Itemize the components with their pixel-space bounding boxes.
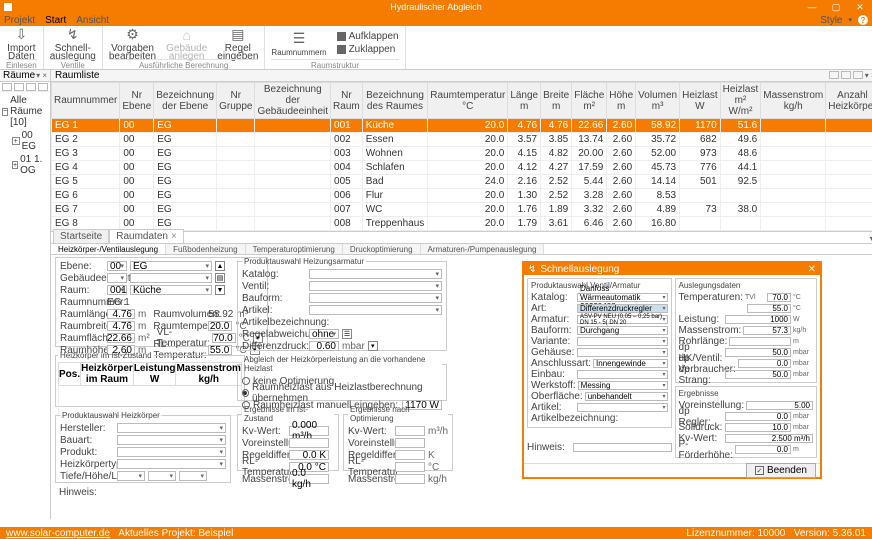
col-header[interactable]: Länge m	[508, 83, 541, 119]
app-title: Hydraulischer Abgleich	[390, 2, 482, 12]
statusbar: www.solar-computer.de Aktuelles Projekt:…	[0, 527, 872, 539]
menu-start[interactable]: Start	[45, 15, 66, 26]
expand-icon	[337, 32, 346, 41]
table-row[interactable]: EG 600EG006Flur20.01.302.523.282.608.53	[52, 189, 872, 203]
col-header[interactable]: Nr Raum	[331, 83, 363, 119]
grid-title: Raumliste	[55, 70, 99, 81]
import-icon: ⇩	[12, 26, 30, 44]
col-header[interactable]: Bezeichnung des Raumes	[362, 83, 428, 119]
raum-select[interactable]: Küche	[130, 285, 212, 295]
tree-floor-eg[interactable]: +00 EG	[2, 129, 48, 153]
zuklappen-button[interactable]: Zuklappen	[337, 44, 399, 55]
vorgaben-button[interactable]: ⚙Vorgabenbearbeiten	[109, 26, 156, 61]
col-header[interactable]: Massenstrom kg/h	[761, 83, 826, 119]
col-header[interactable]: Anzahl Heizkörper	[826, 83, 872, 119]
subtab-armaturen[interactable]: Armaturen-/Pumpenauslegung	[421, 244, 545, 254]
raumnummern-button[interactable]: ☰Raumnummern	[271, 30, 326, 57]
col-header[interactable]: Volumen m³	[636, 83, 680, 119]
tree-root[interactable]: −Alle Räume [10]	[2, 94, 48, 129]
nav-up-button[interactable]: ▲	[215, 261, 225, 271]
schnellauslegung-button[interactable]: ↯Schnell-auslegung	[50, 26, 96, 61]
schnellauslegung-dialog: ↯Schnellauslegung✕ Produktauswahl Ventil…	[522, 261, 822, 479]
gear-icon: ⚙	[123, 26, 141, 44]
subtab-druckopt[interactable]: Druckoptimierung	[343, 244, 421, 254]
table-row[interactable]: EG 400EG004Schlafen20.04.124.2717.592.60…	[52, 161, 872, 175]
menu-projekt[interactable]: Projekt	[4, 15, 35, 26]
ribbon: ⇩ImportDaten Einlesen ↯Schnell-auslegung…	[0, 26, 872, 70]
close-button[interactable]: ✕	[848, 0, 872, 14]
col-header[interactable]: Raumnummer	[52, 83, 120, 119]
subtab-fussboden[interactable]: Fußbodenheizung	[166, 244, 246, 254]
col-header[interactable]: Heizlast W	[680, 83, 721, 119]
m-katalog[interactable]: Danfoss Wärmeautomatik 20230408	[577, 293, 668, 302]
m-art[interactable]: Differenzdruckregler	[577, 304, 668, 313]
help-icon[interactable]: ?	[858, 15, 868, 25]
col-header[interactable]: Nr Ebene	[120, 83, 154, 119]
rule-icon: ▤	[229, 26, 247, 44]
sysmenu-icon[interactable]	[4, 3, 12, 11]
col-header[interactable]: Breite m	[541, 83, 572, 119]
col-header[interactable]: Raumtemperatur °C	[428, 83, 508, 119]
tab-raumdaten[interactable]: Raumdaten×	[109, 229, 184, 243]
col-header[interactable]: Höhe m	[607, 83, 636, 119]
subtab-heizkoerper[interactable]: Heizkörper-/Ventilauslegung	[51, 244, 166, 254]
dialog-close-icon[interactable]: ✕	[808, 264, 816, 275]
col-header[interactable]: Bezeichnung der Ebene	[154, 83, 217, 119]
gebaeude-button[interactable]: ⌂Gebäudeanlegen	[166, 26, 207, 61]
raum-nr[interactable]: 001	[107, 285, 127, 295]
nav-down-button[interactable]: ▼	[215, 285, 225, 295]
col-header[interactable]: Bezeichnung der Gebäudeeinheit	[255, 83, 331, 119]
table-row[interactable]: EG 300EG003Wohnen20.04.154.8220.002.6052…	[52, 147, 872, 161]
close-tab-icon[interactable]: ×	[171, 231, 177, 242]
beenden-button[interactable]: ✓Beenden	[746, 463, 816, 478]
col-header[interactable]: Heizlast m² W/m²	[720, 83, 761, 119]
ebene-select[interactable]: EG	[130, 261, 212, 271]
table-row[interactable]: EG 500EG005Bad24.02.162.525.442.6014.145…	[52, 175, 872, 189]
table-row[interactable]: EG 100EG001Küche20.04.764.7622.662.6058.…	[52, 119, 872, 133]
opt-none-radio[interactable]	[242, 377, 250, 385]
tree-toolbar	[0, 82, 50, 92]
ebene-nr[interactable]: 00	[107, 261, 127, 271]
menu-ansicht[interactable]: Ansicht	[76, 15, 109, 26]
aufklappen-button[interactable]: Aufklappen	[337, 31, 399, 42]
import-button[interactable]: ⇩ImportDaten	[7, 26, 35, 61]
style-dropdown[interactable]: Style	[820, 15, 842, 26]
list-button[interactable]: ▤	[215, 273, 225, 283]
rooms-table: RaumnummerNr EbeneBezeichnung der EbeneN…	[51, 82, 872, 232]
m-armatur[interactable]: ASV-PV NEU (0,05 – 0,25 bar) DN 15 - 5( …	[577, 315, 668, 324]
rooms-panel: Räume▾ × −Alle Räume [10] +00 EG +01 1. …	[0, 70, 51, 519]
tree-floor-og[interactable]: +01 1. OG	[2, 153, 48, 177]
bolt-icon: ↯	[64, 26, 82, 44]
table-row[interactable]: EG 700EG007WC20.01.761.893.322.604.89733…	[52, 203, 872, 217]
menubar: Projekt Start Ansicht Style▾ ?	[0, 14, 872, 26]
house-icon: ⌂	[178, 26, 196, 44]
subtab-tempopt[interactable]: Temperaturoptimierung	[246, 244, 343, 254]
minimize-button[interactable]: —	[800, 0, 824, 14]
titlebar: Hydraulischer Abgleich — ▢ ✕	[0, 0, 872, 14]
tab-startseite[interactable]: Startseite	[53, 229, 109, 243]
rooms-panel-title: Räume	[3, 70, 35, 81]
col-header[interactable]: Nr Gruppe	[217, 83, 255, 119]
katalog-select[interactable]	[309, 269, 442, 279]
table-row[interactable]: EG 200EG002Essen20.03.573.8513.742.6035.…	[52, 133, 872, 147]
list-icon: ☰	[290, 30, 308, 48]
vendor-link[interactable]: www.solar-computer.de	[6, 528, 110, 539]
opt-calc-radio[interactable]	[242, 389, 249, 397]
col-header[interactable]: Fläche m²	[572, 83, 607, 119]
regel-button[interactable]: ▤Regeleingeben	[217, 26, 258, 61]
maximize-button[interactable]: ▢	[824, 0, 848, 14]
collapse-icon	[337, 45, 346, 54]
